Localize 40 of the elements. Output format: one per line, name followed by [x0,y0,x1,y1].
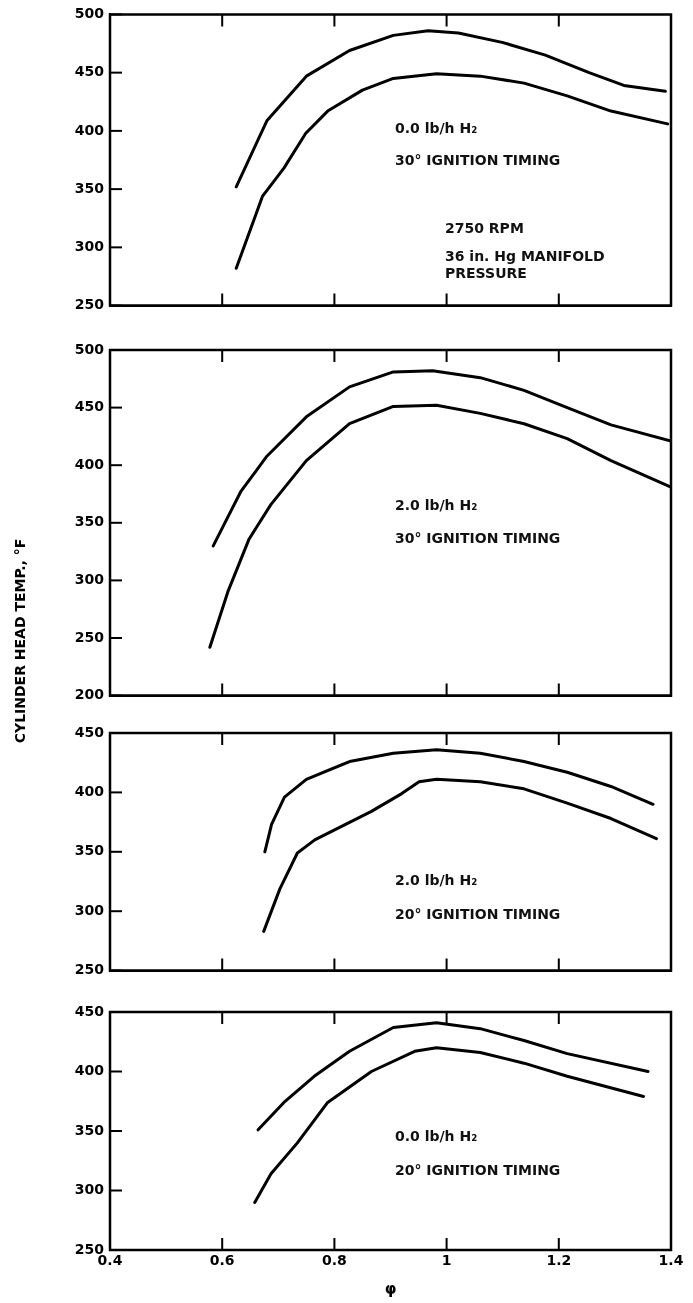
y-tick-label: 400 [74,783,105,800]
y-tick-label: 400 [74,455,105,472]
x-tick-label: 1.4 [658,1252,684,1269]
annotation: 36 in. Hg MANIFOLD PRESSURE [445,248,606,282]
x-axis-title: φ [384,1279,397,1298]
y-tick-label: 350 [74,842,105,859]
y-tick-label: 450 [74,723,105,740]
y-tick-label: 300 [74,901,105,918]
y-tick-label: 300 [74,238,105,254]
y-tick-label: 300 [74,1181,105,1198]
y-tick-label: 450 [74,1002,105,1019]
x-tick-label: 0.4 [97,1252,123,1269]
annotation: 2.0 lb/h H₂ [395,497,478,513]
annotation: 0.0 lb/h H₂ [395,120,478,136]
annotation: 30° IGNITION TIMING [395,530,561,546]
annotation: 20° IGNITION TIMING [395,1162,561,1178]
y-tick-label: 500 [74,340,105,357]
y-tick-label: 350 [74,1121,105,1138]
y-tick-label: 300 [74,571,105,588]
x-tick-label: 1 [441,1252,452,1269]
y-tick-label: 200 [74,686,105,703]
annotation: 0.0 lb/h H₂ [395,1128,478,1144]
y-tick-label: 250 [74,296,105,313]
y-axis-title: CYLINDER HEAD TEMP., °F [11,537,29,746]
y-tick-label: 450 [74,63,105,80]
y-tick-label: 350 [74,179,105,196]
annotation: 30° IGNITION TIMING [395,152,561,168]
y-tick-label: 500 [74,5,105,22]
x-tick-label: 1.2 [546,1252,572,1269]
y-tick-label: 450 [74,398,105,415]
y-tick-label: 400 [74,1062,105,1079]
x-tick-label: 0.8 [321,1252,347,1269]
x-tick-label: 0.6 [209,1252,235,1269]
annotation: 2750 RPM [445,220,524,236]
annotation: 20° IGNITION TIMING [395,906,561,922]
y-tick-label: 400 [74,121,105,138]
annotation: 2.0 lb/h H₂ [395,872,478,888]
y-tick-label: 250 [74,628,105,645]
y-tick-label: 350 [74,513,105,530]
y-tick-label: 250 [74,961,105,978]
